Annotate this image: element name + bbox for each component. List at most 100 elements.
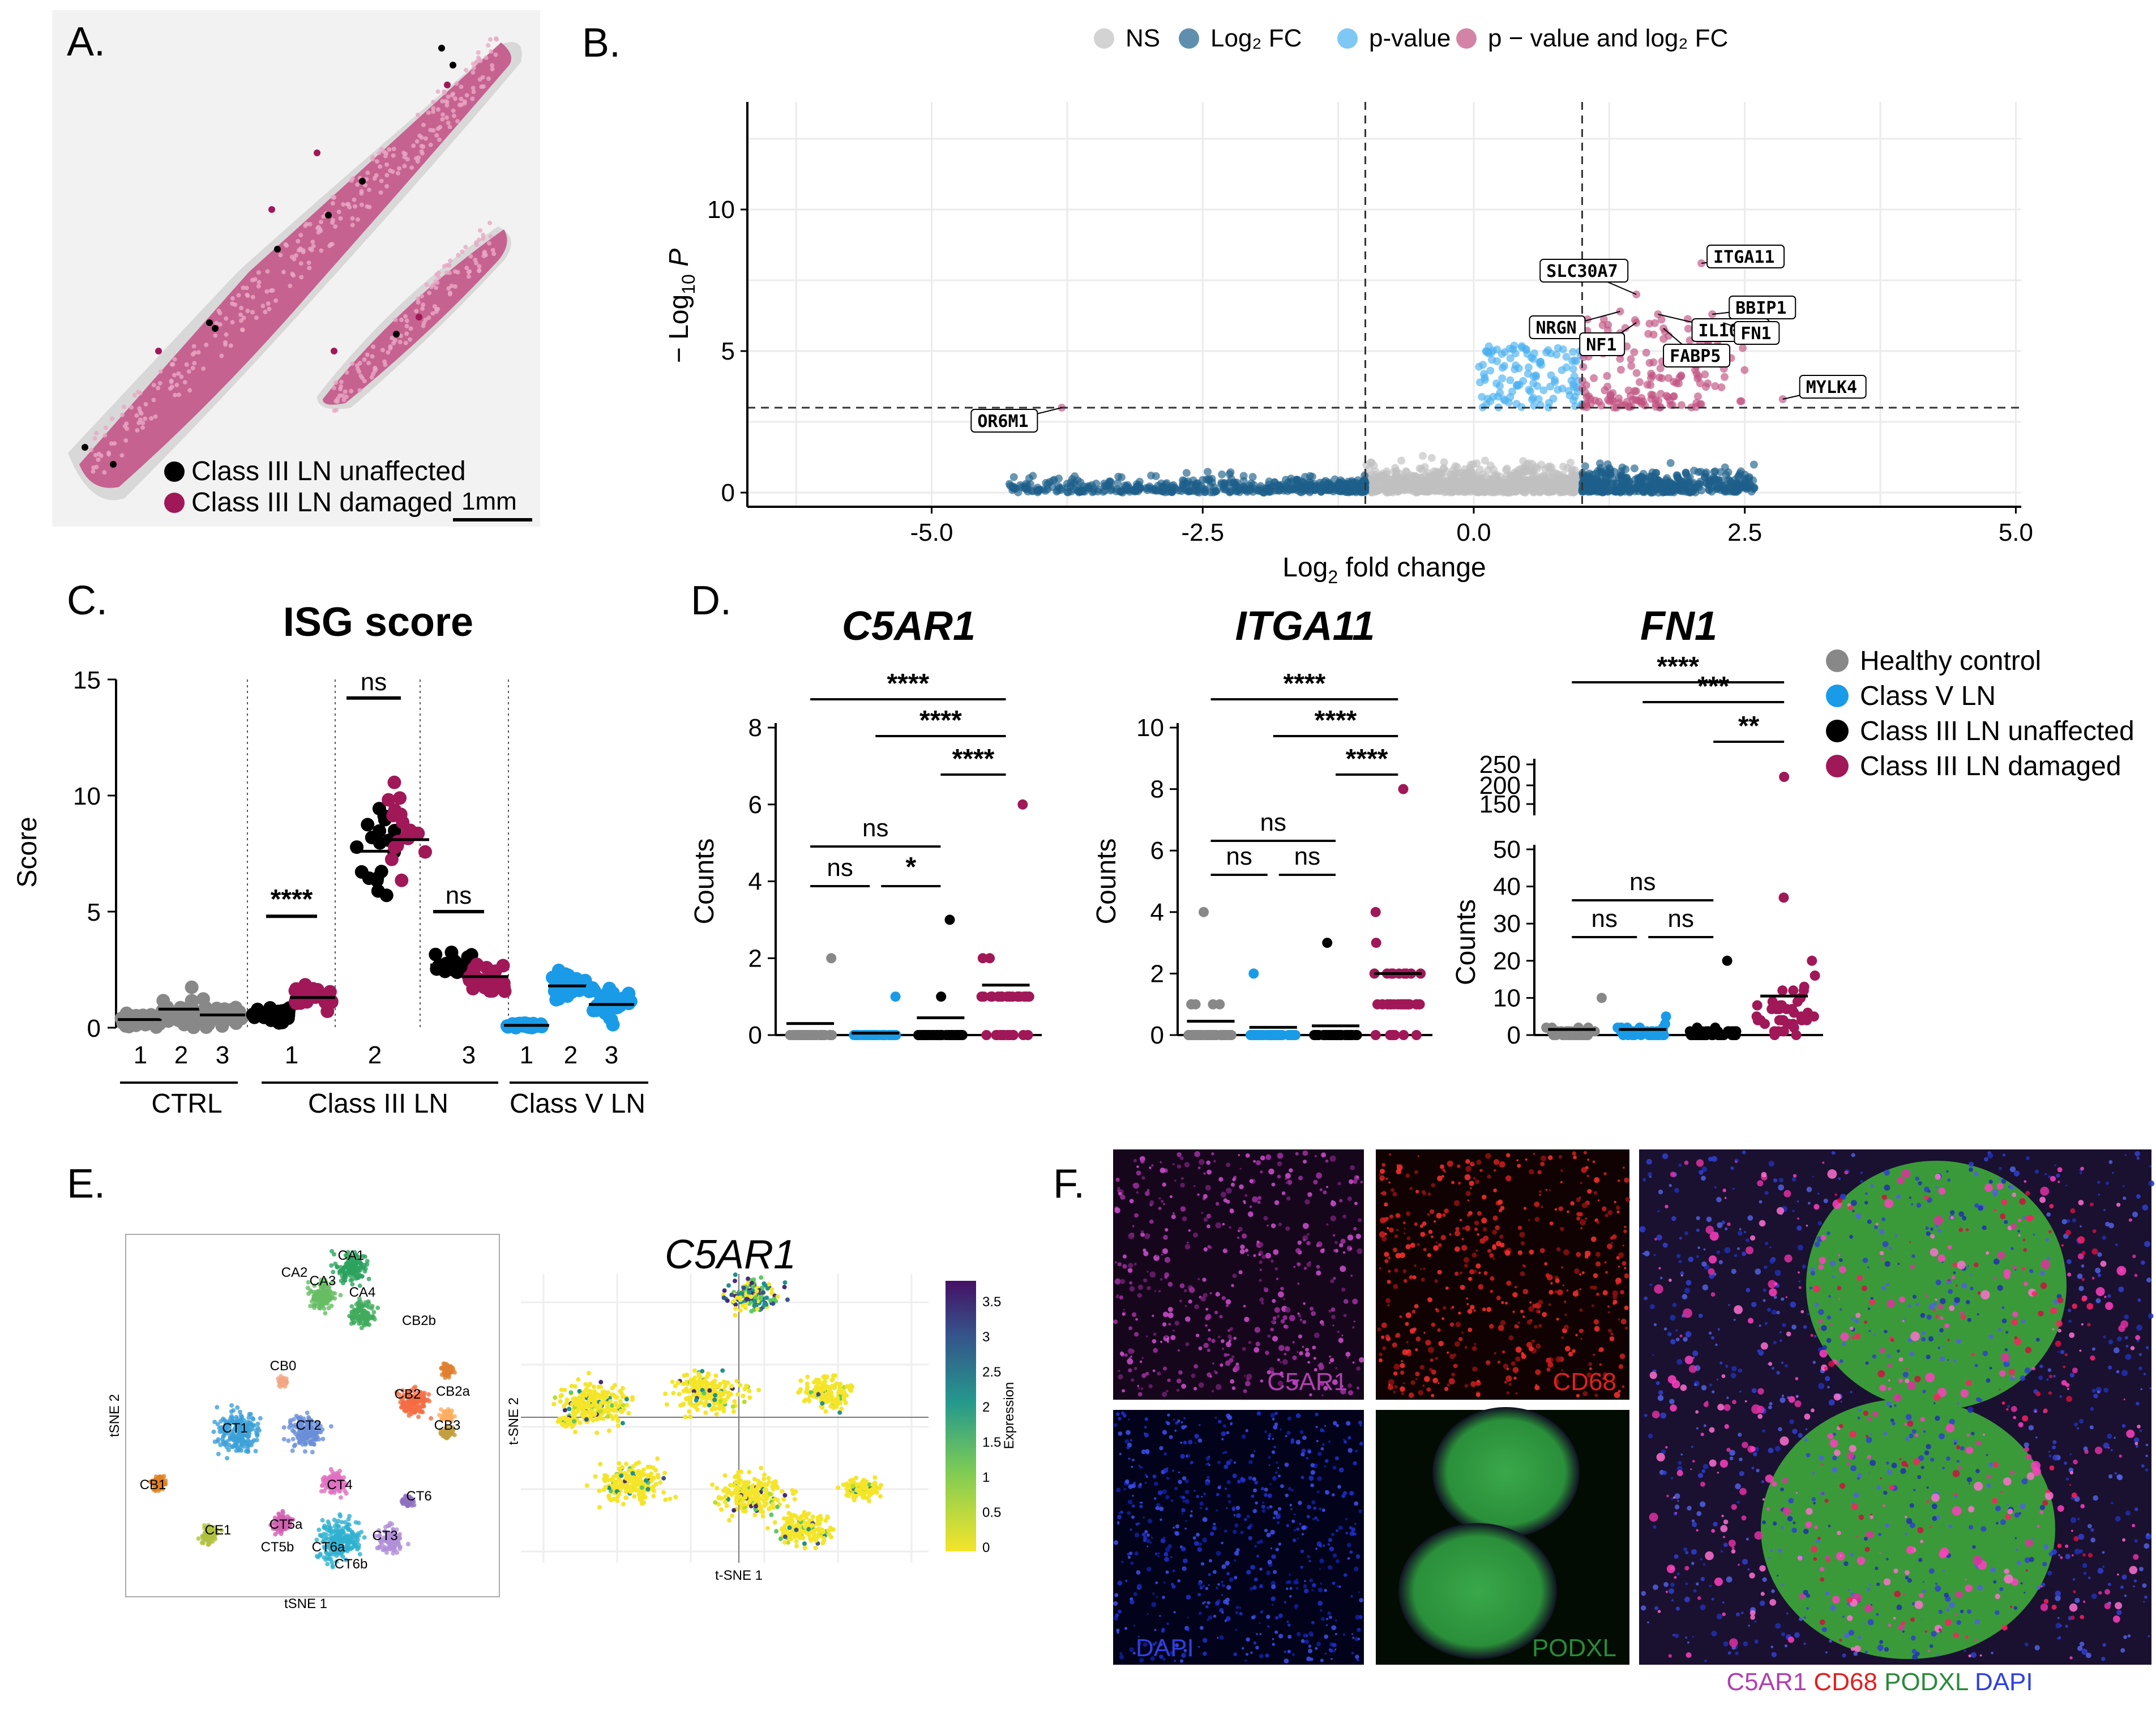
tissue-spot [355,182,360,187]
counts-point [1411,1030,1422,1040]
tsne-cluster-cell [338,1495,343,1500]
counts-ytick-label: 8 [1150,776,1164,803]
tissue-spot [177,392,182,397]
volcano-point-p [1528,395,1536,404]
tissue-spot [306,260,311,266]
volcano-point-fc [1338,487,1346,495]
spot-unaffected [359,178,366,185]
counts-ytick-label: 30 [1493,910,1521,938]
tsne-cluster-cell [288,1418,293,1423]
volcano-point-fc [1711,467,1719,476]
volcano-point-fc [1596,459,1604,468]
volcano-point-ns [1367,459,1376,467]
volcano-point-ns [1370,486,1378,495]
volcano-point-fc [1197,482,1206,490]
spot-damaged [155,348,162,354]
tissue-spot [378,164,383,169]
tissue-spot [288,283,293,288]
tsne-cluster-cell [359,1326,364,1331]
tissue-spot [176,371,181,376]
tsne-cluster-cell [247,1442,252,1447]
tsne-cluster-cell [339,1279,344,1283]
tissue-spot [452,113,456,118]
volcano-point-p [1486,366,1495,375]
tissue-spot [434,133,439,138]
counts-point [981,1030,992,1040]
tsne-cluster-cell [229,1403,234,1408]
tissue-spot [298,233,303,238]
volcano-point-both [1645,358,1654,367]
tissue-spot [140,425,145,430]
volcano-point-fc [1701,473,1709,481]
tissue-spot [190,366,195,371]
tissue-spot [137,406,142,411]
tissue-spot [477,268,482,273]
tissue-spot [217,322,223,327]
tsne-cluster-cell [287,1425,292,1430]
volcano-legend-dot [1337,28,1358,49]
tissue-spot [436,107,440,112]
spot-unaffected [206,319,213,326]
volcano-point-fc [1147,471,1156,480]
tsne-cluster-cell [360,1266,365,1270]
tissue-spot [214,320,219,326]
counts-point [936,991,947,1002]
counts-point [1276,1030,1287,1040]
volcano-point-fc [1323,483,1331,491]
isg-point [231,1010,245,1024]
volcano-point-fc [1604,488,1612,496]
volcano-point-fc [1667,480,1676,488]
tissue-spot [470,70,476,75]
volcano-point-p [1515,364,1523,373]
tissue-spot [371,344,375,349]
tissue-spot [396,170,400,176]
tissue-spot [379,178,384,183]
volcano-point-ns [1474,482,1483,491]
tissue-spot [490,63,495,68]
tissue-spot [491,251,497,256]
tissue-spot [296,239,301,243]
gene-label: BBIP1 [1735,298,1786,318]
counts-point [1330,1030,1341,1040]
volcano-point-labeled [1616,307,1624,315]
tissue-spot [474,240,478,245]
tissue-spot [319,248,324,253]
counts-ylabel: Counts [690,838,720,924]
counts-ytick-label: 2 [748,944,762,972]
volcano-point-ns [1414,477,1423,485]
tissue-spot [352,197,357,202]
volcano-point-fc [1686,473,1694,481]
isg-xtick-label: 1 [520,1041,533,1069]
tissue-spot [371,371,376,377]
tissue-spot [384,183,390,189]
tsne-cluster-cell [211,1429,216,1434]
gene-label: FABP5 [1670,347,1721,366]
tsne-cluster-cell [253,1448,258,1454]
counts-sig-label: * [905,852,916,882]
volcano-ytick-label: 5 [721,337,735,365]
tissue-spot [471,89,476,95]
tsne-cluster-cell [349,1309,354,1314]
counts-point [1411,999,1422,1010]
isg-point [484,978,498,992]
tsne-cluster-cell [330,1249,335,1254]
tissue-spot [345,202,350,207]
tissue-spot [428,142,433,147]
tissue-spot [224,332,229,337]
volcano-xtick-label: -5.0 [910,519,953,546]
spot-unaffected [82,444,88,451]
tsne-cluster-cell [370,1314,375,1319]
volcano-point-p [1569,348,1577,356]
volcano-point-ns [1418,487,1426,495]
tissue-spot [481,84,486,89]
isg-xtick-label: 3 [216,1041,229,1069]
volcano-legend-label: NS [1126,24,1160,52]
tissue-spot [281,270,286,275]
volcano-point-ns [1440,458,1448,467]
tsne-cluster-cell [353,1273,358,1277]
volcano-point-ns [1396,486,1405,494]
isg-point [362,871,376,885]
tissue-spot [238,313,243,317]
tissue-spot [490,247,495,253]
